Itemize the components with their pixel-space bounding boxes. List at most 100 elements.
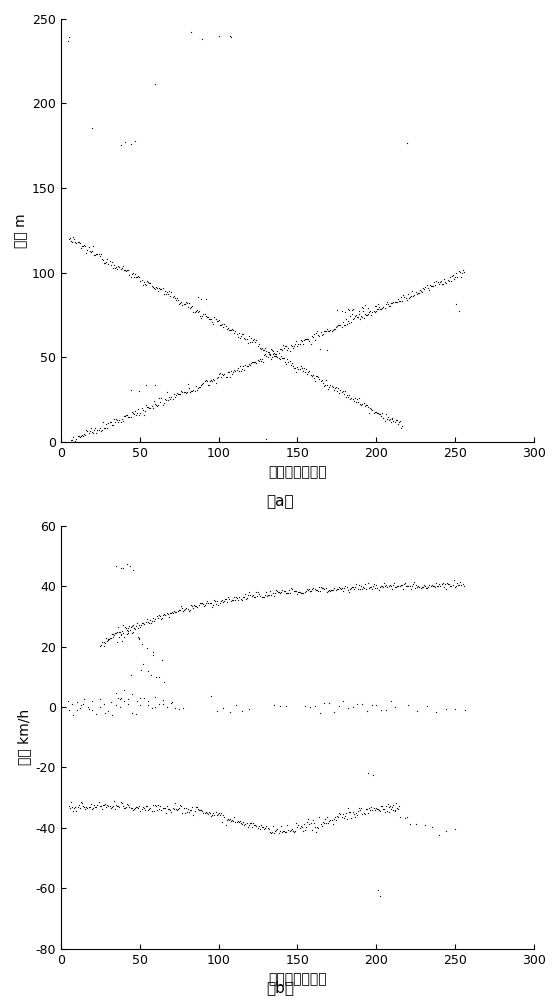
Point (257, 589, 266, 605)
Point (229, 813, 238, 829)
Point (384, 296, 393, 312)
Point (166, 802, 175, 818)
Point (421, 578, 430, 594)
Point (345, 315, 354, 331)
Point (147, 398, 156, 414)
Point (146, 667, 155, 683)
Point (418, 579, 427, 595)
Point (302, 581, 311, 597)
Point (402, 292, 411, 308)
Point (93, 797, 102, 813)
Point (213, 703, 222, 719)
Point (161, 286, 170, 302)
Point (245, 815, 254, 831)
Point (174, 801, 183, 817)
Point (279, 340, 288, 356)
Point (197, 310, 206, 326)
Point (142, 377, 151, 393)
Point (115, 699, 124, 715)
Point (134, 401, 143, 417)
Point (128, 624, 137, 640)
Point (251, 817, 260, 833)
Point (433, 274, 442, 290)
Point (419, 280, 428, 296)
Point (363, 306, 372, 322)
Point (288, 823, 297, 839)
Point (201, 308, 210, 324)
Point (253, 352, 262, 368)
Point (141, 614, 150, 630)
Point (170, 290, 179, 306)
Point (244, 356, 253, 372)
Point (128, 405, 137, 421)
Point (315, 328, 324, 344)
Point (325, 323, 334, 339)
Point (167, 389, 176, 405)
Point (127, 136, 136, 152)
Point (362, 703, 371, 719)
Point (178, 600, 186, 616)
Point (420, 817, 429, 833)
Point (214, 312, 223, 328)
Point (367, 799, 376, 815)
Point (133, 629, 142, 645)
Point (348, 306, 357, 322)
Point (265, 346, 274, 362)
Point (431, 277, 440, 293)
Point (294, 817, 303, 833)
Point (297, 819, 306, 835)
Point (310, 373, 319, 389)
Point (186, 24, 195, 40)
Point (103, 251, 112, 267)
Point (84, 799, 93, 815)
Point (139, 274, 148, 290)
Point (347, 302, 356, 318)
Point (388, 411, 397, 427)
Point (292, 815, 301, 831)
Point (171, 387, 180, 403)
Point (385, 804, 394, 820)
Point (168, 289, 177, 305)
Point (340, 808, 349, 824)
Point (105, 253, 114, 269)
Point (213, 806, 222, 822)
Point (283, 585, 292, 601)
Point (152, 280, 161, 296)
Point (184, 801, 193, 817)
Point (329, 704, 338, 720)
Point (451, 296, 460, 312)
Point (337, 809, 346, 825)
Point (170, 603, 179, 619)
Point (407, 578, 416, 594)
Point (344, 389, 353, 405)
Point (360, 306, 369, 322)
Point (73, 799, 82, 815)
Point (367, 401, 376, 417)
Point (351, 390, 360, 406)
Point (80, 426, 88, 442)
Point (306, 367, 315, 383)
Point (327, 812, 336, 828)
Point (122, 263, 130, 279)
Point (384, 796, 393, 812)
Point (71, 433, 80, 449)
Point (391, 412, 400, 428)
Point (81, 427, 90, 443)
Point (193, 289, 202, 305)
Point (408, 576, 417, 592)
Point (117, 260, 126, 276)
Point (100, 255, 109, 271)
Point (427, 577, 436, 593)
Point (350, 581, 359, 597)
Point (218, 814, 227, 830)
Point (130, 133, 139, 149)
Point (362, 581, 371, 597)
Point (208, 597, 217, 613)
Point (166, 605, 175, 621)
Point (135, 383, 144, 399)
Point (283, 351, 292, 367)
Point (130, 266, 139, 282)
Point (186, 802, 195, 818)
Point (176, 386, 185, 402)
Point (100, 696, 109, 712)
